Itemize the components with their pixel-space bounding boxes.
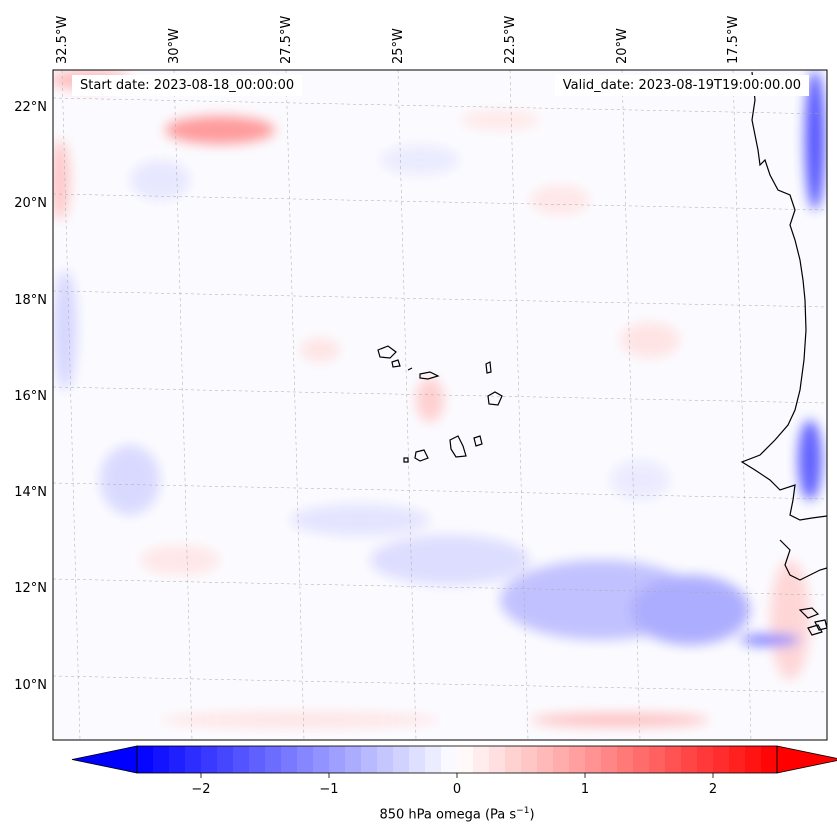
lon-tick-label: 20°W	[615, 28, 630, 64]
lat-tick-label: 14°N	[14, 485, 47, 500]
colorbar-tick-label: 1	[581, 782, 589, 797]
island-santo-antao	[377, 345, 397, 359]
colorbar-step	[361, 746, 378, 773]
start-date-label: Start date: 2023-08-18_00:00:00	[72, 75, 303, 96]
meridian-gridline	[732, 70, 752, 740]
colorbar-step	[697, 746, 714, 773]
colorbar-step	[457, 746, 474, 773]
colorbar-extend-low	[71, 745, 138, 774]
colorbar-step	[233, 746, 250, 773]
colorbar-title: 850 hPa omega (Pa s−1)	[17, 806, 837, 822]
colorbar-step	[329, 746, 346, 773]
gridlines	[53, 70, 827, 740]
island-boa-vista	[487, 391, 503, 406]
valid-date-label: Valid_date: 2023-08-19T19:00:00.00	[554, 75, 809, 96]
colorbar-tick-labels: −2 −1 0 1 2	[191, 773, 717, 797]
colorbar-step	[537, 746, 554, 773]
colorbar-step	[617, 746, 634, 773]
latitude-tick-labels: 22°N 20°N 18°N 16°N 14°N 12°N 10°N	[14, 100, 47, 693]
colorbar-step	[313, 746, 330, 773]
colorbar-step	[553, 746, 570, 773]
colorbar-step	[345, 746, 362, 773]
colorbar-step	[153, 746, 170, 773]
meridian-gridline	[397, 70, 417, 740]
colorbar-step	[425, 746, 442, 773]
lon-tick-label: 17.5°W	[726, 16, 741, 64]
island-brava	[403, 457, 409, 463]
colorbar-step	[441, 746, 458, 773]
colorbar-step	[377, 746, 394, 773]
colorbar-step	[281, 746, 298, 773]
island-santiago	[449, 435, 467, 458]
colorbar-step	[633, 746, 650, 773]
colorbar-step	[745, 746, 762, 773]
colorbar-step	[729, 746, 746, 773]
lat-tick-label: 22°N	[14, 100, 47, 115]
omega-field	[53, 70, 827, 740]
island-sao-vicente	[391, 359, 401, 368]
guinea-coastline	[779, 539, 827, 581]
island-sao-nicolau	[407, 367, 440, 380]
colorbar-step	[169, 746, 186, 773]
lon-tick-label: 32.5°W	[55, 16, 70, 64]
colorbar-step	[249, 746, 266, 773]
colorbar-step	[569, 746, 586, 773]
colorbar-step	[393, 746, 410, 773]
lat-tick-label: 20°N	[14, 196, 47, 211]
colorbar-step	[713, 746, 730, 773]
colorbar-step	[409, 746, 426, 773]
meridian-gridline	[285, 70, 305, 740]
lon-tick-label: 27.5°W	[279, 16, 294, 64]
colorbar-tick-label: −2	[191, 782, 210, 797]
colorbar-steps	[137, 746, 778, 773]
colorbar-step	[473, 746, 490, 773]
meridian-gridline	[509, 70, 529, 740]
colorbar-step	[201, 746, 218, 773]
meridian-gridline	[61, 70, 81, 740]
colorbar-step	[185, 746, 202, 773]
colorbar-step	[489, 746, 506, 773]
colorbar-tick-label: 2	[709, 782, 717, 797]
colorbar-step	[761, 746, 778, 773]
coastlines	[377, 71, 827, 636]
colorbar-step	[297, 746, 314, 773]
colorbar-step	[649, 746, 666, 773]
colorbar-title-prefix: 850 hPa omega (Pa s	[379, 807, 517, 823]
colorbar-step	[521, 746, 538, 773]
lat-tick-label: 12°N	[14, 581, 47, 596]
colorbar-step	[665, 746, 682, 773]
colorbar-step	[505, 746, 522, 773]
meridian-gridline	[621, 70, 641, 740]
colorbar-extend-high	[776, 745, 837, 774]
map-frame	[52, 69, 828, 741]
lon-tick-label: 25°W	[391, 28, 406, 64]
island-maio	[473, 435, 483, 447]
meridian-gridline	[173, 70, 193, 740]
colorbar-title-suffix: )	[529, 807, 535, 823]
lat-tick-label: 18°N	[14, 293, 47, 308]
island-sal	[485, 361, 492, 374]
colorbar-step	[585, 746, 602, 773]
lat-tick-label: 16°N	[14, 389, 47, 404]
colorbar-step	[681, 746, 698, 773]
colorbar: −2 −1 0 1 2	[71, 745, 837, 797]
colorbar-step	[601, 746, 618, 773]
colorbar-tick-label: −1	[319, 782, 338, 797]
colorbar-step	[137, 746, 154, 773]
colorbar-step	[217, 746, 234, 773]
colorbar-tick-label: 0	[453, 782, 461, 797]
lat-tick-label: 10°N	[14, 678, 47, 693]
island-fogo	[414, 449, 429, 462]
colorbar-title-exponent: −1	[516, 806, 530, 816]
lon-tick-label: 30°W	[167, 28, 182, 64]
west-africa-coastline	[740, 71, 827, 521]
colorbar-step	[265, 746, 282, 773]
lon-tick-label: 22.5°W	[503, 16, 518, 64]
longitude-tick-labels: 32.5°W 30°W 27.5°W 25°W 22.5°W 20°W 17.5°W	[55, 16, 741, 64]
bissagos-islands	[798, 607, 827, 636]
